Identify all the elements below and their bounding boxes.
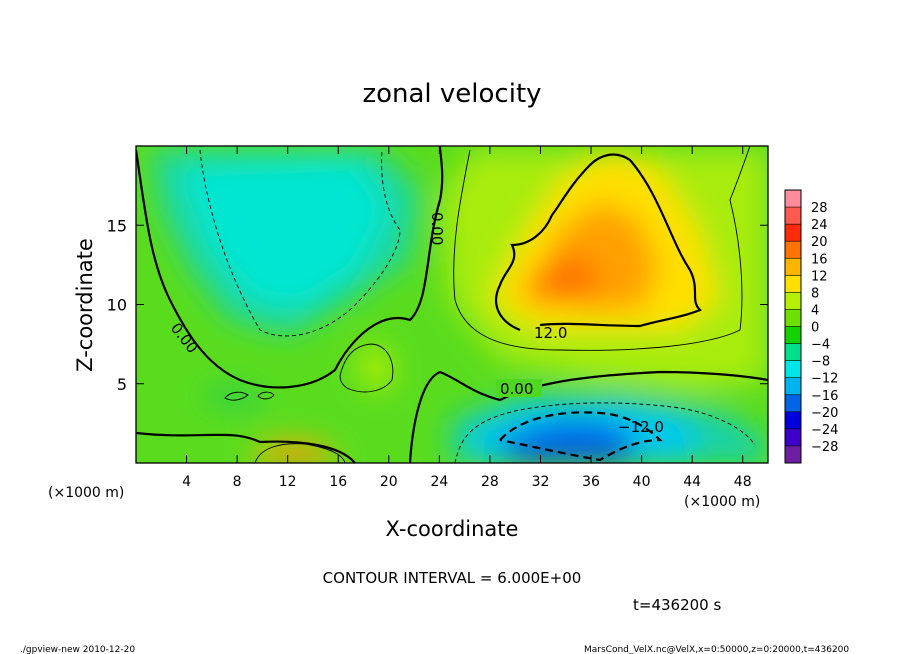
x-tick-label: 24	[430, 474, 448, 490]
contour-positive-six	[453, 146, 751, 351]
colorbar-label: −24	[811, 423, 838, 438]
colorbar-swatch	[785, 394, 801, 413]
colorbar-label: 16	[811, 252, 828, 267]
colorbar-swatch	[785, 326, 801, 345]
x-axis-label: X-coordinate	[386, 517, 519, 541]
field-shading	[150, 150, 768, 463]
x-axis: 4 8 12 16 20 24 28 32 36 40 44 48	[182, 146, 752, 490]
contour-small-loop	[257, 391, 275, 400]
contour-positive-six-bottom	[254, 443, 346, 463]
x-tick-label: 28	[481, 474, 499, 490]
contour-zero-lower	[136, 431, 356, 463]
footer-left: ./gpview-new 2010-12-20	[20, 645, 135, 654]
colorbar-swatch	[785, 275, 801, 293]
colorbar-label: −28	[811, 440, 838, 455]
colorbar-label: −8	[811, 355, 830, 370]
colorbar-label: −4	[811, 338, 830, 353]
x-unit-label-right: (×1000 m)	[684, 494, 760, 510]
y-tick-label: 10	[107, 296, 127, 315]
plot-area: 0.00 0.00 0.00 12.0 −12.0	[136, 146, 768, 463]
y-tick-label: 15	[107, 216, 127, 235]
x-tick-label: 8	[233, 474, 242, 490]
contour-negative-six	[199, 149, 401, 337]
contour-label: 12.0	[534, 324, 567, 342]
colorbar-label: 20	[811, 235, 828, 250]
chart-title: zonal velocity	[362, 79, 541, 109]
colorbar-swatch	[785, 360, 801, 379]
colorbar-swatch	[785, 190, 801, 208]
contour-label: −12.0	[618, 418, 664, 436]
colorbar: 28 24 20 16 12 8 4 0 −4 −8 −12 −16 −20 −24 −28	[784, 189, 838, 464]
colorbar-swatch	[785, 258, 801, 276]
x-tick-label: 44	[683, 474, 701, 490]
contour-label: 0.00	[500, 380, 533, 398]
x-tick-label: 40	[633, 474, 651, 490]
colorbar-label: −16	[811, 389, 838, 404]
colorbar-label: 8	[811, 286, 819, 301]
contour-interval-text: CONTOUR INTERVAL = 6.000E+00	[323, 569, 582, 587]
y-tick-label: 5	[117, 375, 127, 394]
colorbar-label: 4	[811, 303, 819, 318]
colorbar-swatch	[785, 377, 801, 396]
colorbar-label: 12	[811, 269, 828, 284]
colorbar-swatch	[785, 309, 801, 327]
colorbar-label: −20	[811, 406, 838, 421]
colorbar-swatch	[785, 411, 801, 430]
colorbar-label: 0	[811, 321, 819, 336]
contour-negative-twelve	[499, 411, 663, 462]
x-tick-label: 20	[380, 474, 398, 490]
x-tick-label: 16	[329, 474, 347, 490]
contour-small-loop	[224, 391, 249, 401]
contour-positive-six-blob	[339, 343, 394, 393]
colorbar-swatch	[785, 224, 801, 242]
contour-negative-six-lower	[454, 402, 756, 463]
colorbar-swatch	[785, 445, 801, 464]
x-tick-label: 32	[532, 474, 550, 490]
x-tick-label: 4	[182, 474, 191, 490]
x-tick-label: 48	[734, 474, 752, 490]
time-label: t=436200 s	[633, 596, 721, 614]
contour-lines	[136, 146, 768, 463]
x-tick-label: 36	[582, 474, 600, 490]
x-unit-label-left: (×1000 m)	[48, 485, 124, 501]
contour-label: 0.00	[428, 212, 446, 245]
colorbar-swatch	[785, 428, 801, 447]
x-tick-label: 12	[279, 474, 297, 490]
colorbar-swatch	[785, 207, 801, 225]
y-axis-label: Z-coordinate	[73, 238, 97, 372]
colorbar-swatch	[785, 343, 801, 362]
contour-zero-upper	[136, 146, 444, 389]
colorbar-swatch	[785, 292, 801, 310]
y-axis: 5 10 15	[107, 216, 768, 394]
colorbar-swatch	[785, 241, 801, 259]
colorbar-label: −12	[811, 372, 838, 387]
colorbar-label: 24	[811, 218, 828, 233]
footer-right: MarsCond_VelX.nc@VelX,x=0:50000,z=0:2000…	[584, 645, 849, 654]
colorbar-label: 28	[811, 201, 828, 216]
contour-positive-twelve	[494, 153, 702, 332]
contour-labels: 0.00 0.00 0.00 12.0 −12.0	[167, 212, 664, 436]
